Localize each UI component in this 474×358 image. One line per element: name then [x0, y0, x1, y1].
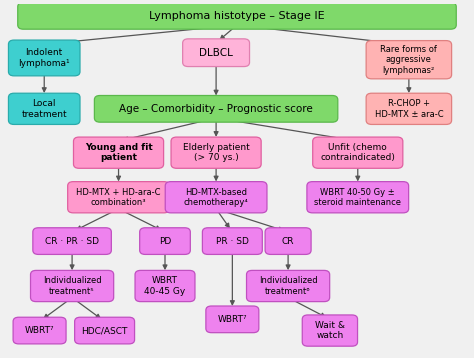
FancyBboxPatch shape — [94, 96, 338, 122]
FancyBboxPatch shape — [9, 40, 80, 76]
Text: WBRT⁷: WBRT⁷ — [25, 326, 55, 335]
FancyBboxPatch shape — [313, 137, 403, 168]
Text: CR · PR · SD: CR · PR · SD — [45, 237, 99, 246]
FancyBboxPatch shape — [165, 182, 267, 213]
FancyBboxPatch shape — [206, 306, 259, 333]
Text: Local
treatment: Local treatment — [21, 99, 67, 118]
Text: HD-MTX-based
chemotherapy⁴: HD-MTX-based chemotherapy⁴ — [183, 188, 248, 207]
Text: PR · SD: PR · SD — [216, 237, 249, 246]
Text: Indolent
lymphoma¹: Indolent lymphoma¹ — [18, 48, 70, 68]
Text: Rare forms of
aggressive
lymphomas²: Rare forms of aggressive lymphomas² — [381, 45, 438, 74]
Text: PD: PD — [159, 237, 171, 246]
FancyBboxPatch shape — [73, 137, 164, 168]
Text: Young and fit
patient: Young and fit patient — [85, 143, 153, 163]
Text: Age – Comorbidity – Prognostic score: Age – Comorbidity – Prognostic score — [119, 104, 313, 114]
Text: HDC/ASCT: HDC/ASCT — [82, 326, 128, 335]
FancyBboxPatch shape — [33, 228, 111, 255]
FancyBboxPatch shape — [74, 317, 135, 344]
Text: WBRT
40-45 Gy: WBRT 40-45 Gy — [145, 276, 186, 296]
FancyBboxPatch shape — [246, 270, 330, 302]
FancyBboxPatch shape — [182, 39, 249, 67]
Text: Unfit (chemo
contraindicated): Unfit (chemo contraindicated) — [320, 143, 395, 163]
FancyBboxPatch shape — [30, 270, 114, 302]
Text: Wait &
watch: Wait & watch — [315, 321, 345, 340]
FancyBboxPatch shape — [307, 182, 409, 213]
FancyBboxPatch shape — [18, 3, 456, 29]
Text: Lymphoma histotype – Stage IE: Lymphoma histotype – Stage IE — [149, 11, 325, 21]
Text: WBRT 40-50 Gy ±
steroid maintenance: WBRT 40-50 Gy ± steroid maintenance — [314, 188, 401, 207]
FancyBboxPatch shape — [140, 228, 191, 255]
Text: Individualized
treatment⁵: Individualized treatment⁵ — [43, 276, 101, 296]
Text: WBRT⁷: WBRT⁷ — [218, 315, 247, 324]
Text: DLBCL: DLBCL — [199, 48, 233, 58]
Text: R-CHOP +
HD-MTX ± ara-C: R-CHOP + HD-MTX ± ara-C — [374, 99, 443, 118]
FancyBboxPatch shape — [171, 137, 261, 168]
Text: HD-MTX + HD-ara-C
combination³: HD-MTX + HD-ara-C combination³ — [76, 188, 161, 207]
FancyBboxPatch shape — [68, 182, 169, 213]
FancyBboxPatch shape — [366, 40, 452, 79]
FancyBboxPatch shape — [9, 93, 80, 125]
FancyBboxPatch shape — [366, 93, 452, 125]
FancyBboxPatch shape — [202, 228, 262, 255]
Text: Elderly patient
(> 70 ys.): Elderly patient (> 70 ys.) — [182, 143, 249, 163]
FancyBboxPatch shape — [13, 317, 66, 344]
Text: Individualized
treatment⁶: Individualized treatment⁶ — [259, 276, 318, 296]
FancyBboxPatch shape — [135, 270, 195, 302]
FancyBboxPatch shape — [302, 315, 357, 346]
Text: CR: CR — [282, 237, 294, 246]
FancyBboxPatch shape — [265, 228, 311, 255]
